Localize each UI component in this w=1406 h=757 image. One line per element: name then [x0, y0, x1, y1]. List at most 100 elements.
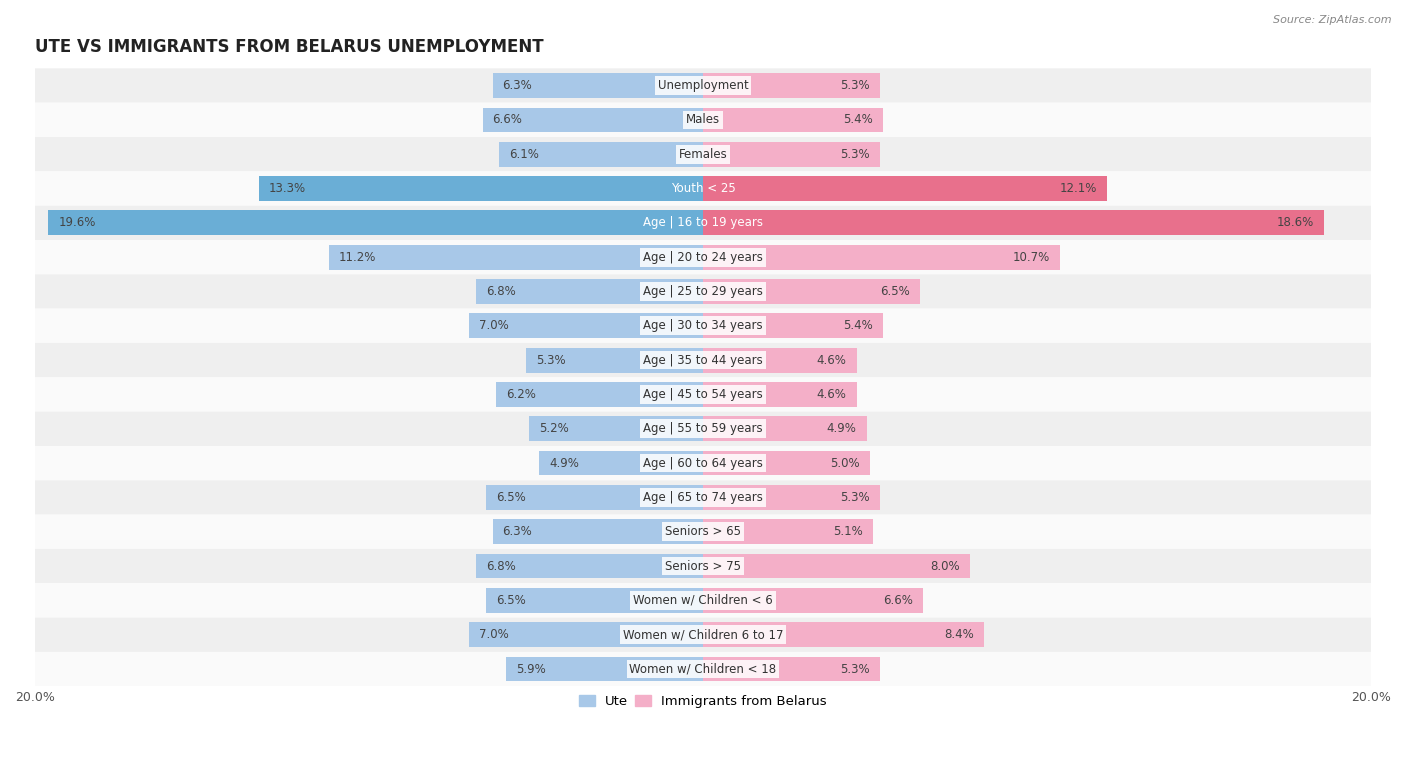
Bar	[703, 279, 920, 304]
Text: Age | 25 to 29 years: Age | 25 to 29 years	[643, 285, 763, 298]
Bar	[703, 416, 866, 441]
Text: Males: Males	[686, 114, 720, 126]
Bar	[703, 657, 880, 681]
FancyBboxPatch shape	[35, 377, 1371, 412]
Text: UTE VS IMMIGRANTS FROM BELARUS UNEMPLOYMENT: UTE VS IMMIGRANTS FROM BELARUS UNEMPLOYM…	[35, 38, 544, 56]
FancyBboxPatch shape	[35, 618, 1371, 652]
Bar	[526, 347, 703, 372]
Text: 5.4%: 5.4%	[844, 114, 873, 126]
Text: 6.8%: 6.8%	[486, 285, 516, 298]
Text: Youth < 25: Youth < 25	[671, 182, 735, 195]
Text: Women w/ Children < 18: Women w/ Children < 18	[630, 662, 776, 675]
Text: Females: Females	[679, 148, 727, 160]
Bar	[259, 176, 703, 201]
Bar	[703, 519, 873, 544]
Text: 5.3%: 5.3%	[841, 148, 870, 160]
Bar	[492, 73, 703, 98]
Text: 5.2%: 5.2%	[540, 422, 569, 435]
Text: Source: ZipAtlas.com: Source: ZipAtlas.com	[1274, 15, 1392, 25]
Bar	[486, 588, 703, 613]
Text: 5.0%: 5.0%	[831, 456, 860, 469]
Text: 11.2%: 11.2%	[339, 251, 377, 263]
Text: Age | 20 to 24 years: Age | 20 to 24 years	[643, 251, 763, 263]
Bar	[703, 107, 883, 132]
Bar	[470, 622, 703, 647]
Bar	[475, 554, 703, 578]
Text: Women w/ Children < 6: Women w/ Children < 6	[633, 594, 773, 607]
Bar	[703, 588, 924, 613]
Bar	[703, 142, 880, 167]
Bar	[703, 245, 1060, 269]
Text: Unemployment: Unemployment	[658, 79, 748, 92]
FancyBboxPatch shape	[35, 343, 1371, 377]
FancyBboxPatch shape	[35, 515, 1371, 549]
FancyBboxPatch shape	[35, 68, 1371, 103]
Text: Women w/ Children 6 to 17: Women w/ Children 6 to 17	[623, 628, 783, 641]
Text: 4.6%: 4.6%	[817, 354, 846, 366]
FancyBboxPatch shape	[35, 240, 1371, 274]
Text: 5.3%: 5.3%	[841, 79, 870, 92]
Bar	[506, 657, 703, 681]
FancyBboxPatch shape	[35, 412, 1371, 446]
Bar	[703, 382, 856, 407]
Bar	[703, 210, 1324, 235]
Bar	[329, 245, 703, 269]
Bar	[703, 347, 856, 372]
Text: 6.6%: 6.6%	[492, 114, 523, 126]
FancyBboxPatch shape	[35, 206, 1371, 240]
Bar	[703, 176, 1107, 201]
Bar	[492, 519, 703, 544]
Text: Age | 16 to 19 years: Age | 16 to 19 years	[643, 217, 763, 229]
Text: 4.6%: 4.6%	[817, 388, 846, 401]
Text: Age | 35 to 44 years: Age | 35 to 44 years	[643, 354, 763, 366]
Bar	[703, 485, 880, 509]
Bar	[703, 73, 880, 98]
Text: Age | 55 to 59 years: Age | 55 to 59 years	[643, 422, 763, 435]
FancyBboxPatch shape	[35, 584, 1371, 618]
Bar	[482, 107, 703, 132]
Legend: Ute, Immigrants from Belarus: Ute, Immigrants from Belarus	[574, 690, 832, 714]
Text: 12.1%: 12.1%	[1060, 182, 1097, 195]
Text: 6.6%: 6.6%	[883, 594, 914, 607]
Text: 7.0%: 7.0%	[479, 319, 509, 332]
Bar	[703, 554, 970, 578]
Bar	[703, 622, 984, 647]
FancyBboxPatch shape	[35, 446, 1371, 480]
Text: 7.0%: 7.0%	[479, 628, 509, 641]
FancyBboxPatch shape	[35, 549, 1371, 584]
Text: 8.4%: 8.4%	[943, 628, 973, 641]
Bar	[48, 210, 703, 235]
Text: 13.3%: 13.3%	[269, 182, 307, 195]
Text: Seniors > 75: Seniors > 75	[665, 559, 741, 572]
Bar	[470, 313, 703, 338]
Text: 6.3%: 6.3%	[502, 525, 533, 538]
FancyBboxPatch shape	[35, 652, 1371, 687]
Text: Age | 60 to 64 years: Age | 60 to 64 years	[643, 456, 763, 469]
Text: 4.9%: 4.9%	[550, 456, 579, 469]
Text: 6.8%: 6.8%	[486, 559, 516, 572]
Text: 6.2%: 6.2%	[506, 388, 536, 401]
Text: Age | 45 to 54 years: Age | 45 to 54 years	[643, 388, 763, 401]
Bar	[703, 313, 883, 338]
Bar	[540, 450, 703, 475]
Text: 5.1%: 5.1%	[834, 525, 863, 538]
Text: 6.1%: 6.1%	[509, 148, 538, 160]
Text: 10.7%: 10.7%	[1014, 251, 1050, 263]
FancyBboxPatch shape	[35, 480, 1371, 515]
FancyBboxPatch shape	[35, 137, 1371, 171]
FancyBboxPatch shape	[35, 274, 1371, 309]
Text: Age | 30 to 34 years: Age | 30 to 34 years	[643, 319, 763, 332]
Text: 4.9%: 4.9%	[827, 422, 856, 435]
Text: 18.6%: 18.6%	[1277, 217, 1315, 229]
Text: 5.9%: 5.9%	[516, 662, 546, 675]
FancyBboxPatch shape	[35, 103, 1371, 137]
Text: 5.3%: 5.3%	[536, 354, 565, 366]
Bar	[529, 416, 703, 441]
Bar	[703, 450, 870, 475]
Text: 6.5%: 6.5%	[496, 491, 526, 504]
Text: Age | 65 to 74 years: Age | 65 to 74 years	[643, 491, 763, 504]
Text: 5.4%: 5.4%	[844, 319, 873, 332]
Bar	[499, 142, 703, 167]
Text: 6.3%: 6.3%	[502, 79, 533, 92]
Text: 6.5%: 6.5%	[496, 594, 526, 607]
